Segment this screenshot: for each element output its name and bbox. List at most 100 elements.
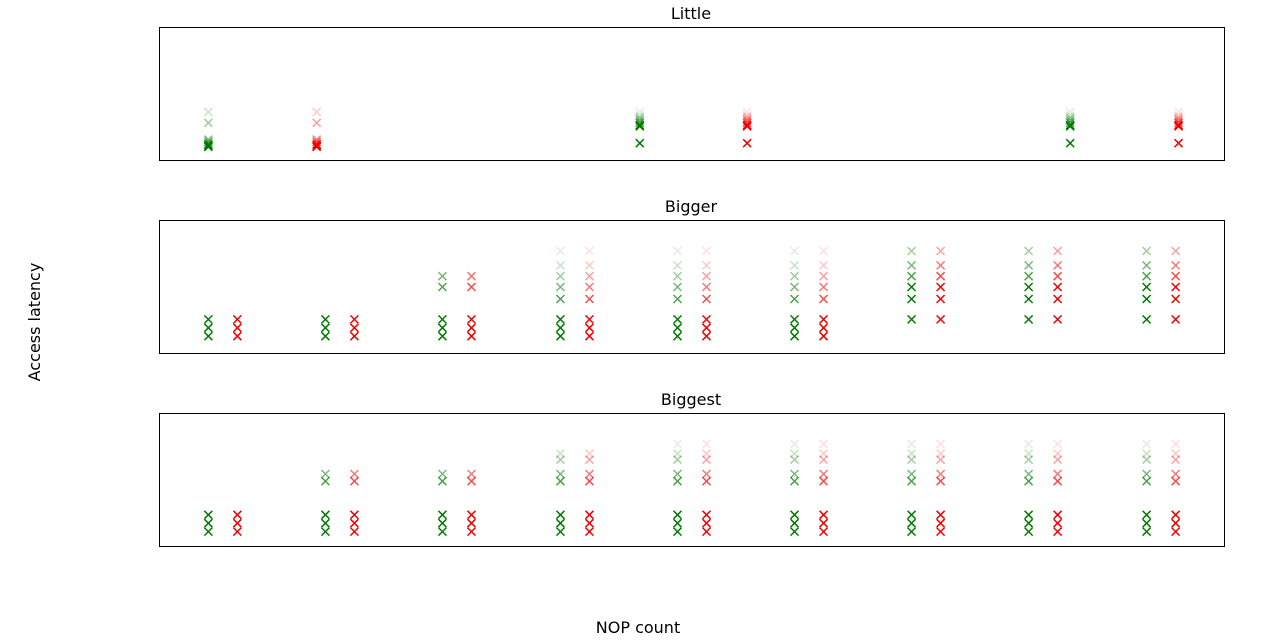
data-point <box>584 260 594 270</box>
data-point <box>1142 449 1152 459</box>
data-point <box>1053 469 1063 479</box>
data-point <box>466 510 476 520</box>
data-point <box>555 323 565 333</box>
data-point <box>1053 510 1063 520</box>
data-point <box>701 282 712 292</box>
data-point <box>1171 469 1181 479</box>
data-point <box>790 455 800 465</box>
data-point <box>584 246 594 256</box>
data-point <box>203 137 213 147</box>
y-axis-label: Access latency <box>25 263 44 382</box>
data-point <box>907 314 917 324</box>
data-point <box>819 294 829 304</box>
data-point <box>555 314 565 324</box>
data-point <box>437 282 447 292</box>
data-point <box>790 246 800 256</box>
data-point <box>936 260 946 270</box>
data-point <box>672 527 683 537</box>
data-point <box>936 469 946 479</box>
data-point <box>701 314 712 324</box>
data-point <box>584 469 594 479</box>
data-point <box>1142 527 1152 537</box>
data-point <box>1065 111 1075 121</box>
data-point <box>790 294 800 304</box>
data-point <box>320 518 330 528</box>
data-point <box>320 323 330 333</box>
data-point <box>1171 518 1181 528</box>
data-point <box>819 439 829 449</box>
x-axis-label: NOP count <box>596 618 680 637</box>
data-point <box>1171 271 1181 281</box>
data-point <box>349 510 359 520</box>
data-point <box>742 138 752 148</box>
data-point <box>701 271 712 281</box>
data-point <box>701 476 712 486</box>
data-point <box>584 476 594 486</box>
data-point <box>1174 107 1184 117</box>
data-point <box>790 527 800 537</box>
data-point <box>203 518 213 528</box>
data-point <box>701 246 712 256</box>
marks-layer <box>203 439 1181 537</box>
data-point <box>672 439 683 449</box>
data-point <box>1024 527 1034 537</box>
data-point <box>466 323 476 333</box>
data-point <box>232 527 242 537</box>
data-point <box>1174 113 1184 123</box>
data-point <box>1174 111 1184 121</box>
data-point <box>701 469 712 479</box>
data-point <box>1171 455 1181 465</box>
data-point <box>584 518 594 528</box>
data-point <box>312 137 322 147</box>
data-point <box>1142 476 1152 486</box>
data-point <box>1024 476 1034 486</box>
data-point <box>349 527 359 537</box>
data-point <box>701 527 712 537</box>
data-point <box>936 510 946 520</box>
data-point <box>1142 510 1152 520</box>
data-point <box>349 331 359 341</box>
data-point <box>1053 476 1063 486</box>
data-point <box>232 510 242 520</box>
data-point <box>1142 294 1152 304</box>
data-point <box>936 246 946 256</box>
data-point <box>1171 246 1181 256</box>
data-point <box>907 294 917 304</box>
data-point <box>790 271 800 281</box>
data-point <box>635 115 645 125</box>
data-point <box>349 518 359 528</box>
data-point <box>555 331 565 341</box>
data-point <box>672 282 683 292</box>
data-point <box>907 527 917 537</box>
data-point <box>819 518 829 528</box>
data-point <box>701 439 712 449</box>
data-point <box>907 476 917 486</box>
subplot-little: Little <box>159 4 1225 161</box>
data-point <box>1171 282 1181 292</box>
data-point <box>320 527 330 537</box>
data-point <box>1171 449 1181 459</box>
data-point <box>1142 260 1152 270</box>
data-point <box>349 314 359 324</box>
data-point <box>466 476 476 486</box>
data-point <box>1053 518 1063 528</box>
data-point <box>437 510 447 520</box>
data-point <box>790 476 800 486</box>
data-point <box>312 107 322 117</box>
data-point <box>635 113 645 123</box>
data-point <box>466 314 476 324</box>
data-point <box>742 115 752 125</box>
data-point <box>555 469 565 479</box>
data-point <box>936 271 946 281</box>
data-point <box>466 271 476 281</box>
data-point <box>819 476 829 486</box>
data-point <box>312 118 322 128</box>
data-point <box>672 455 683 465</box>
data-point <box>819 455 829 465</box>
data-point <box>555 455 565 465</box>
data-point <box>742 113 752 123</box>
data-point <box>1053 449 1063 459</box>
data-point <box>819 246 829 256</box>
data-point <box>466 527 476 537</box>
data-point <box>555 527 565 537</box>
